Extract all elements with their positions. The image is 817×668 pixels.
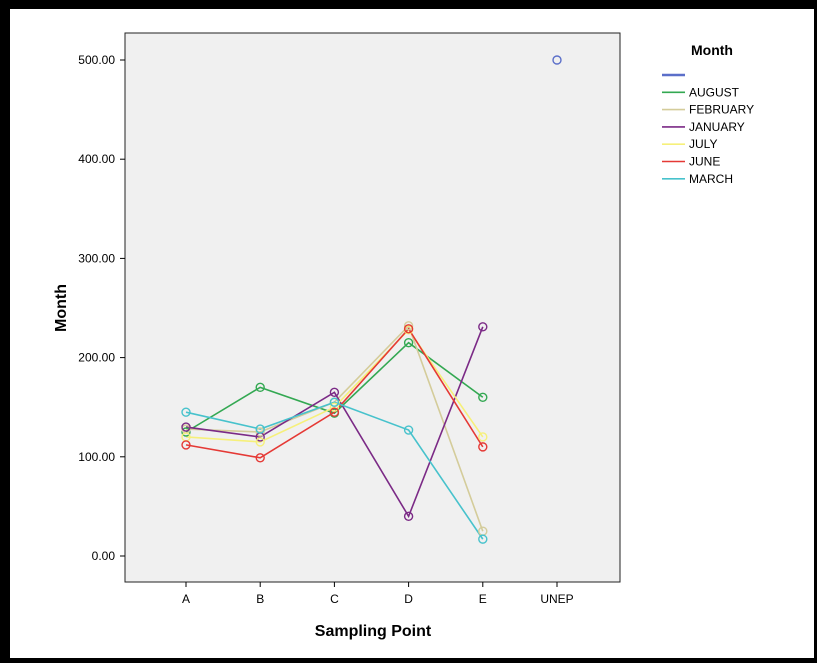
data-point-february bbox=[403, 321, 414, 331]
legend-label: JULY bbox=[689, 137, 717, 151]
data-point-march bbox=[181, 407, 191, 417]
data-point-june bbox=[329, 407, 340, 417]
legend: Month AUGUST FEBRUARY JANUARY JULY JUNE MARCH bbox=[662, 42, 754, 186]
x-axis: A B C D E UNEP bbox=[182, 582, 574, 606]
series-line-july bbox=[185, 328, 484, 443]
y-axis: 0.00 100.00 200.00 300.00 400.00 500.00 bbox=[78, 53, 125, 563]
legend-label: JUNE bbox=[689, 155, 720, 169]
data-point-june bbox=[255, 453, 265, 463]
plot-area bbox=[124, 32, 621, 583]
data-point-august bbox=[181, 427, 191, 437]
x-tick-label: C bbox=[330, 592, 339, 606]
data-point-july bbox=[329, 402, 340, 412]
y-tick-label: 200.00 bbox=[78, 351, 115, 365]
data-point-june bbox=[478, 442, 488, 452]
frame-bottom bbox=[10, 658, 817, 663]
series-lines bbox=[185, 324, 484, 540]
data-point-august bbox=[255, 382, 265, 393]
data-point-june bbox=[181, 440, 191, 450]
legend-label: JANUARY bbox=[689, 120, 745, 134]
series-points bbox=[181, 55, 562, 544]
data-point-february bbox=[255, 427, 265, 437]
legend-title: Month bbox=[691, 42, 733, 58]
legend-label: AUGUST bbox=[689, 85, 740, 99]
y-axis-title: Month bbox=[53, 284, 70, 332]
data-point-july bbox=[255, 437, 265, 447]
series-line-june bbox=[185, 327, 484, 459]
series-line-august bbox=[185, 341, 484, 433]
data-point-january bbox=[478, 322, 488, 332]
y-tick-label: 100.00 bbox=[78, 450, 115, 464]
data-point-january bbox=[329, 387, 340, 398]
series-line-january bbox=[185, 326, 484, 519]
data-point-march bbox=[403, 425, 414, 435]
x-tick-label: E bbox=[479, 592, 487, 606]
y-tick-label: 300.00 bbox=[78, 251, 115, 265]
frame-top bbox=[0, 0, 817, 9]
data-point-june bbox=[403, 324, 414, 334]
data-point-march bbox=[478, 534, 488, 544]
data-point-march bbox=[255, 424, 265, 434]
data-point-march bbox=[329, 397, 340, 407]
frame-right bbox=[814, 0, 817, 663]
data-point-unlabeled bbox=[552, 55, 562, 65]
data-point-august bbox=[478, 392, 488, 402]
data-point-january bbox=[181, 422, 191, 432]
x-axis-title: Sampling Point bbox=[315, 623, 432, 640]
y-tick-label: 0.00 bbox=[92, 549, 116, 563]
x-tick-label: UNEP bbox=[540, 592, 573, 606]
data-point-january bbox=[403, 511, 414, 522]
x-tick-label: D bbox=[404, 592, 413, 606]
y-tick-label: 500.00 bbox=[78, 53, 115, 67]
x-tick-label: A bbox=[182, 592, 190, 606]
x-tick-label: B bbox=[256, 592, 264, 606]
series-line-march bbox=[185, 401, 484, 540]
frame-left bbox=[0, 0, 10, 663]
data-point-july bbox=[478, 432, 488, 442]
y-tick-label: 400.00 bbox=[78, 152, 115, 166]
data-point-august bbox=[403, 338, 414, 348]
legend-label: FEBRUARY bbox=[689, 103, 754, 117]
legend-label: MARCH bbox=[689, 172, 733, 186]
